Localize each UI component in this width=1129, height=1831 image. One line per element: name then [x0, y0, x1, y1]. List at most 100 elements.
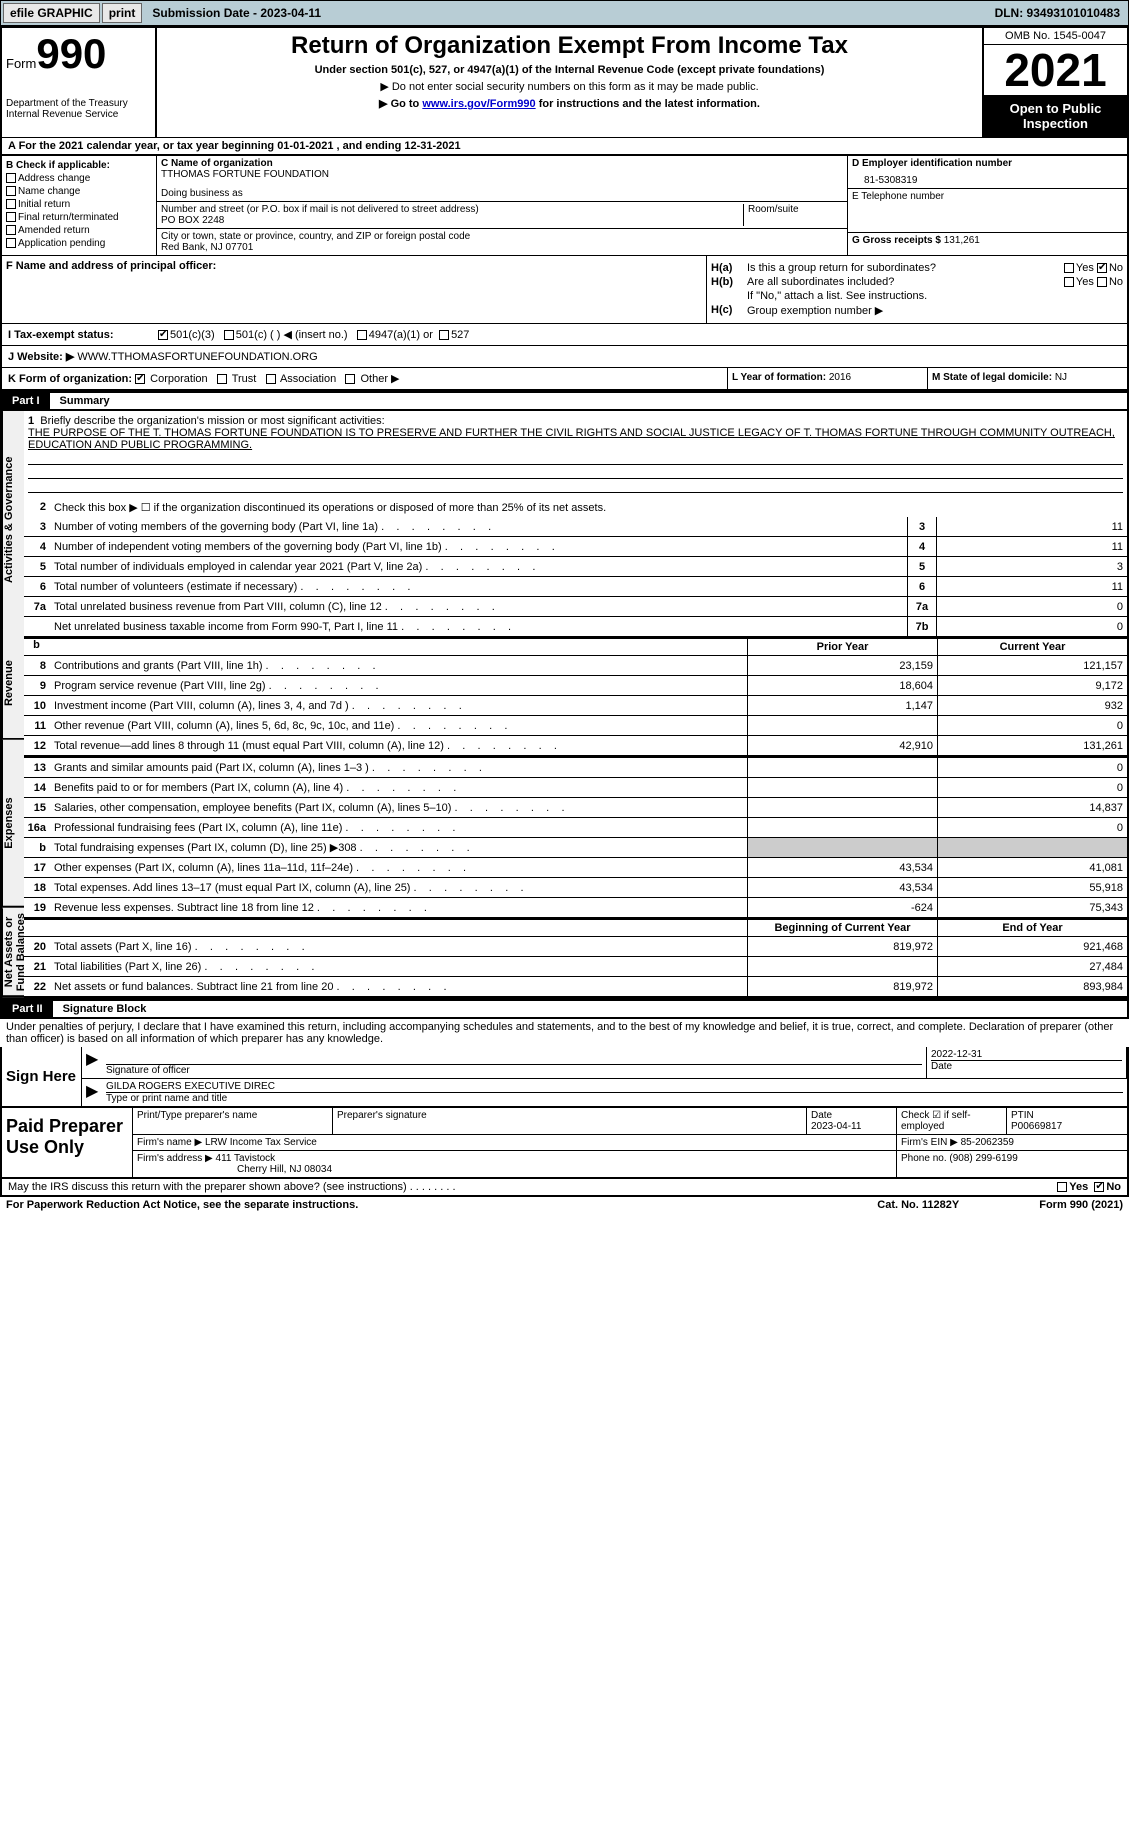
ptin-label: PTIN [1011, 1110, 1034, 1121]
row-i: I Tax-exempt status: 501(c)(3) 501(c) ( … [0, 323, 1129, 345]
website: WWW.TTHOMASFORTUNEFOUNDATION.ORG [77, 351, 317, 363]
lbl-final: Final return/terminated [18, 212, 119, 223]
chk-527[interactable] [439, 330, 449, 340]
tax-year: 2021 [984, 45, 1127, 95]
i-label: I Tax-exempt status: [8, 329, 158, 341]
chk-501c3[interactable] [158, 330, 168, 340]
f-label: F Name and address of principal officer: [6, 260, 702, 272]
chk-trust[interactable] [217, 374, 227, 384]
firm-name-label: Firm's name ▶ [137, 1137, 202, 1148]
l-val: 2016 [829, 372, 851, 383]
discuss-no-chk[interactable] [1094, 1182, 1104, 1192]
addr: PO BOX 2248 [161, 215, 743, 226]
subtitle-1: Under section 501(c), 527, or 4947(a)(1)… [161, 64, 978, 76]
paid-title: Paid Preparer Use Only [2, 1108, 132, 1177]
row-a: A For the 2021 calendar year, or tax yea… [0, 137, 1129, 154]
firm-name: LRW Income Tax Service [205, 1137, 317, 1148]
city-label: City or town, state or province, country… [161, 231, 843, 242]
ha-yes: Yes [1076, 262, 1094, 274]
chk-name[interactable] [6, 186, 16, 196]
chk-address[interactable] [6, 173, 16, 183]
form-title: Return of Organization Exempt From Incom… [161, 32, 978, 60]
lbl-amended: Amended return [18, 225, 90, 236]
row-fh: F Name and address of principal officer:… [0, 255, 1129, 323]
chk-initial[interactable] [6, 199, 16, 209]
sub3-post: for instructions and the latest informat… [536, 98, 760, 110]
ha-no-chk[interactable] [1097, 263, 1107, 273]
chk-4947[interactable] [357, 330, 367, 340]
chk-final[interactable] [6, 212, 16, 222]
pt-check: Check ☑ if self-employed [897, 1108, 1007, 1134]
form-footer: Form 990 (2021) [1039, 1199, 1123, 1211]
ha-label: H(a) [711, 262, 747, 274]
firm-addr1: 411 Tavistock [216, 1153, 276, 1164]
lbl-address: Address change [18, 173, 90, 184]
irs-link[interactable]: www.irs.gov/Form990 [422, 98, 535, 110]
chk-other[interactable] [345, 374, 355, 384]
discuss-yes-chk[interactable] [1057, 1182, 1067, 1192]
form-word: Form [6, 56, 36, 71]
l-label: L Year of formation: [732, 372, 826, 383]
opt-corp: Corporation [150, 373, 207, 385]
form-number: 990 [36, 30, 106, 77]
opt-assoc: Association [280, 373, 336, 385]
lbl-initial: Initial return [18, 199, 70, 210]
hb-no-chk[interactable] [1097, 277, 1107, 287]
hc-label: H(c) [711, 304, 747, 317]
arrow-icon: ▶ [86, 1051, 98, 1068]
part1-title: Summary [50, 393, 1127, 409]
hb-yes-chk[interactable] [1064, 277, 1074, 287]
irs-text: Internal Revenue Service [6, 109, 151, 120]
subtitle-3: ▶ Go to www.irs.gov/Form990 for instruct… [161, 97, 978, 110]
chk-501c[interactable] [224, 330, 234, 340]
lbl-name: Name change [18, 186, 80, 197]
pt-date: 2023-04-11 [811, 1121, 861, 1132]
print-button[interactable]: print [102, 3, 143, 23]
efile-button[interactable]: efile GRAPHIC [3, 3, 100, 23]
row-j: J Website: ▶ WWW.TTHOMASFORTUNEFOUNDATIO… [0, 345, 1129, 367]
footer-row: For Paperwork Reduction Act Notice, see … [0, 1197, 1129, 1213]
subtitle-2: ▶ Do not enter social security numbers o… [161, 80, 978, 93]
line1-num: 1 [28, 415, 34, 427]
firm-addr-label: Firm's address ▶ [137, 1153, 213, 1164]
line2: Check this box ▶ ☐ if the organization d… [52, 499, 1127, 516]
city: Red Bank, NJ 07701 [161, 242, 843, 253]
chk-corp[interactable] [135, 374, 145, 384]
sign-here-block: Sign Here ▶ Signature of officer 2022-12… [0, 1047, 1129, 1108]
row-klm: K Form of organization: Corporation Trus… [0, 367, 1129, 391]
sign-here: Sign Here [2, 1047, 82, 1106]
hb-no: No [1109, 276, 1123, 288]
chk-amended[interactable] [6, 225, 16, 235]
ein: 81-5308319 [852, 169, 1123, 186]
opt-trust: Trust [232, 373, 257, 385]
gross-label: G Gross receipts $ [852, 235, 941, 246]
hb-yes: Yes [1076, 276, 1094, 288]
chk-assoc[interactable] [266, 374, 276, 384]
line1-label: Briefly describe the organization's miss… [40, 415, 384, 427]
lbl-app: Application pending [18, 238, 105, 249]
k-label: K Form of organization: [8, 373, 132, 385]
discuss-text: May the IRS discuss this return with the… [8, 1181, 407, 1193]
chk-app[interactable] [6, 238, 16, 248]
opt-527: 527 [451, 329, 469, 341]
ha-yes-chk[interactable] [1064, 263, 1074, 273]
sub3-pre: ▶ Go to [379, 98, 422, 110]
header-grid: B Check if applicable: Address change Na… [0, 154, 1129, 255]
ein-label: D Employer identification number [852, 158, 1123, 169]
hb-note: If "No," attach a list. See instructions… [747, 290, 1123, 302]
cat-no: Cat. No. 11282Y [877, 1199, 959, 1211]
summary-body: Activities & Governance Revenue Expenses… [0, 411, 1129, 999]
tab-activities: Activities & Governance [2, 411, 24, 629]
pt-sig-label: Preparer's signature [333, 1108, 807, 1134]
tab-netassets: Net Assets or Fund Balances [2, 908, 24, 997]
discuss-row: May the IRS discuss this return with the… [0, 1179, 1129, 1197]
hb-label: H(b) [711, 276, 747, 288]
hdr-eoy: End of Year [937, 920, 1127, 936]
dept-treasury: Department of the Treasury [6, 98, 151, 109]
tab-expenses: Expenses [2, 740, 24, 908]
m-label: M State of legal domicile: [932, 372, 1052, 383]
firm-ein: 85-2062359 [961, 1137, 1014, 1148]
sig-name: GILDA ROGERS EXECUTIVE DIREC [106, 1081, 1123, 1093]
hdr-prior: Prior Year [747, 639, 937, 655]
form-header: Form990 Department of the Treasury Inter… [0, 26, 1129, 137]
